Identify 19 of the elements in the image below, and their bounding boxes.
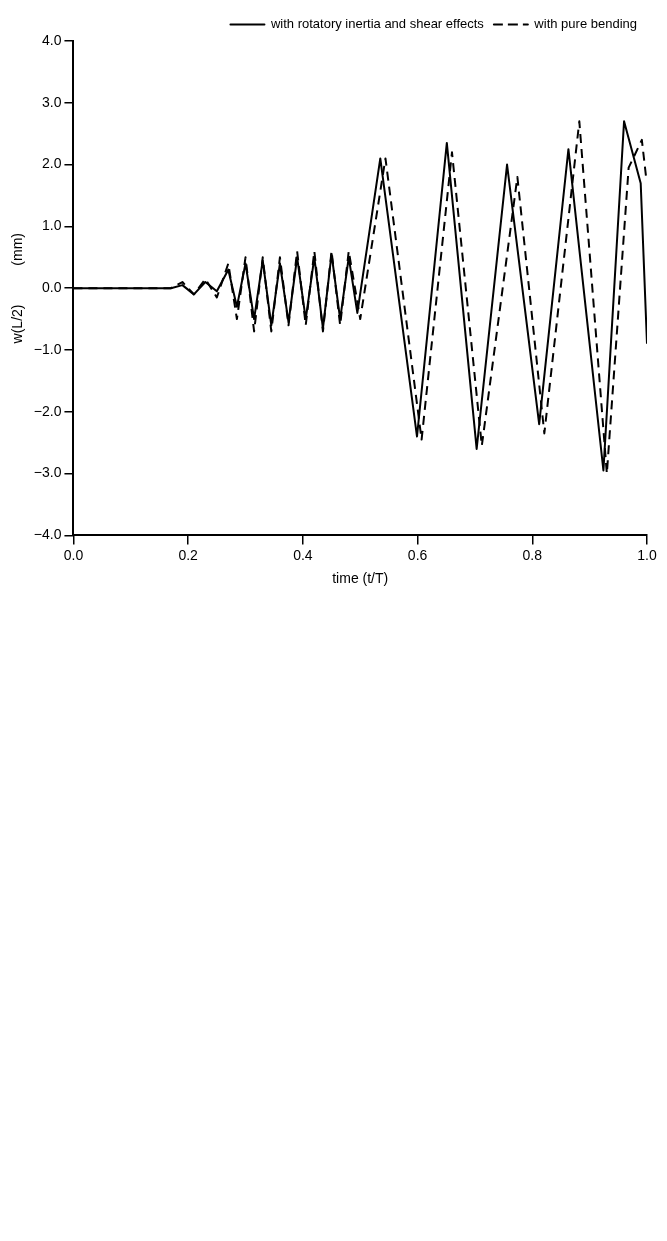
y-tick-label: 1.0 xyxy=(41,217,62,234)
y-tick-label: −1.0 xyxy=(33,340,62,357)
y-tick-label: 0.0 xyxy=(41,279,62,296)
legend-label: with rotatory inertia and shear effects xyxy=(269,16,485,32)
y-tick-label: −2.0 xyxy=(33,402,62,419)
y-axis-title: w(L/2) (mm) xyxy=(9,232,26,345)
x-axis-title: time (t/T) xyxy=(332,570,389,587)
x-tick-label: 0.2 xyxy=(178,546,199,563)
y-tick-label: 4.0 xyxy=(41,31,62,48)
x-tick-label: 0.6 xyxy=(407,546,428,563)
legend-label: with pure bending xyxy=(533,16,638,32)
y-tick-label: 3.0 xyxy=(41,93,62,110)
x-tick-label: 0.4 xyxy=(293,546,313,563)
y-tick-label: −3.0 xyxy=(33,464,62,481)
x-tick-label: 1.0 xyxy=(637,546,657,563)
x-tick-label: 0.0 xyxy=(63,546,84,563)
x-tick-label: 0.8 xyxy=(522,546,543,563)
y-tick-label: 2.0 xyxy=(41,155,62,172)
y-tick-label: −4.0 xyxy=(33,526,62,543)
